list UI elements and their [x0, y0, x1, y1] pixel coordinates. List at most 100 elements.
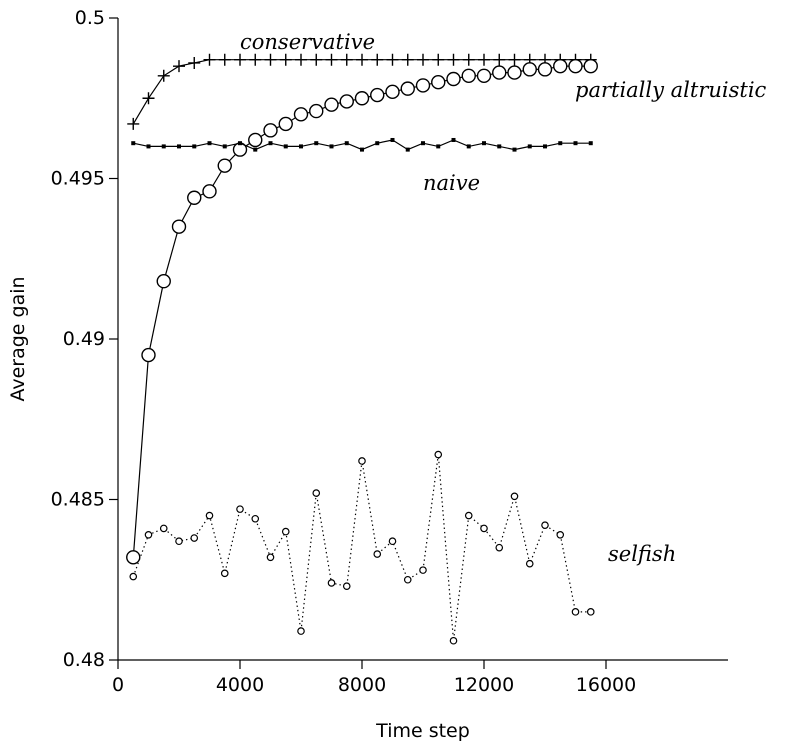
data-point: [417, 53, 429, 66]
data-point: [293, 107, 309, 122]
x-tick-label: 0: [112, 674, 124, 696]
data-point: [522, 62, 537, 77]
data-point: [553, 58, 568, 74]
data-point: [161, 144, 166, 149]
data-point: [314, 141, 319, 146]
data-point: [497, 144, 502, 149]
data-point: [268, 141, 273, 146]
data-point: [446, 71, 461, 87]
series-partially-altruistic: [126, 58, 598, 565]
data-point: [385, 84, 400, 100]
data-point: [390, 137, 395, 142]
data-point: [236, 505, 244, 513]
data-point: [142, 92, 155, 105]
y-tick-label: 0.5: [75, 7, 105, 29]
data-point: [508, 53, 521, 66]
data-point: [510, 492, 519, 501]
data-point: [309, 103, 324, 119]
data-point: [159, 524, 168, 533]
data-point: [205, 511, 214, 520]
data-point: [263, 123, 278, 138]
data-point: [400, 81, 415, 96]
x-tick-label: 4000: [216, 674, 264, 696]
series-label-conservative: conservative: [240, 30, 375, 54]
data-point: [436, 144, 441, 149]
data-point: [218, 53, 231, 66]
data-point: [492, 65, 507, 80]
data-point: [342, 582, 351, 590]
data-point: [238, 141, 242, 146]
data-point: [431, 74, 446, 90]
x-tick-label: 16000: [576, 674, 636, 696]
data-point: [370, 87, 385, 103]
data-point: [480, 524, 488, 533]
data-point: [324, 97, 339, 112]
data-point: [371, 53, 384, 66]
data-point: [401, 53, 414, 66]
data-point: [131, 141, 136, 146]
data-point: [464, 511, 473, 520]
data-point: [264, 53, 277, 66]
data-point: [537, 62, 553, 77]
data-point: [466, 144, 471, 149]
x-tick-label: 8000: [338, 674, 386, 696]
data-point: [541, 521, 549, 529]
data-point: [558, 141, 563, 146]
data-point: [190, 534, 199, 542]
data-point: [419, 566, 427, 574]
data-point: [339, 94, 354, 109]
data-point: [310, 53, 323, 66]
data-point: [360, 147, 364, 152]
data-point: [251, 514, 260, 523]
series-layer: [126, 53, 598, 645]
data-point: [248, 132, 263, 148]
data-point: [525, 559, 534, 568]
data-point: [493, 53, 506, 66]
data-point: [217, 158, 232, 173]
data-point: [388, 537, 397, 546]
data-point: [278, 116, 293, 132]
data-point: [207, 141, 212, 146]
data-point: [266, 553, 275, 562]
data-point: [527, 144, 532, 149]
y-tick-label: 0.49: [63, 328, 105, 350]
data-point: [249, 53, 262, 66]
data-point: [434, 450, 443, 459]
data-point: [421, 141, 425, 146]
data-point: [356, 53, 368, 66]
data-point: [129, 572, 138, 581]
data-point: [171, 219, 187, 234]
series-label-partially-altruistic: partially altruistic: [575, 78, 767, 102]
data-point: [281, 527, 290, 536]
series-label-naive: naive: [423, 171, 480, 195]
data-point: [177, 144, 181, 149]
data-point: [283, 144, 288, 149]
data-point: [386, 53, 399, 66]
data-point: [573, 141, 578, 146]
data-point: [588, 141, 593, 146]
data-point: [586, 608, 595, 616]
data-point: [344, 141, 349, 146]
data-point: [312, 489, 321, 497]
data-point: [403, 575, 412, 584]
data-point: [432, 53, 445, 66]
data-point: [175, 537, 183, 546]
data-point: [375, 141, 380, 146]
data-point: [188, 56, 201, 69]
data-point: [187, 190, 202, 205]
data-point: [476, 68, 492, 83]
data-point: [146, 144, 151, 149]
y-tick-label: 0.48: [63, 649, 105, 671]
data-point: [495, 543, 504, 552]
data-point: [543, 144, 547, 149]
data-point: [234, 53, 246, 66]
series-line-partially-altruistic: [132, 65, 591, 558]
data-point: [220, 569, 229, 578]
annotation-layer: conservative partially altruistic naive …: [240, 30, 767, 566]
y-ticks: 0.48 0.485 0.49 0.495 0.5: [51, 7, 118, 671]
data-point: [327, 579, 336, 587]
series-naive: [131, 137, 593, 152]
data-point: [202, 184, 217, 199]
data-point: [127, 117, 140, 130]
